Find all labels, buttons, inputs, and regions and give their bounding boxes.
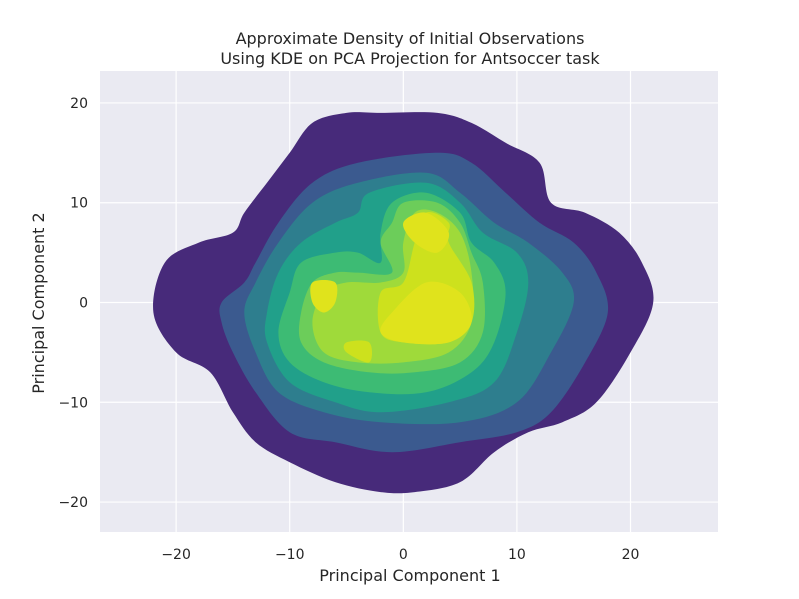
x-tick-label-1: −10 — [275, 547, 305, 563]
y-tick-label-3: 10 — [70, 196, 88, 212]
y-tick-label-0: −20 — [58, 495, 88, 511]
density-level-8-region-11 — [343, 340, 373, 363]
x-axis-label: Principal Component 1 — [319, 566, 500, 585]
density-contours — [153, 112, 654, 494]
y-tick-label-2: 0 — [79, 295, 88, 311]
y-tick-label-4: 20 — [70, 96, 88, 112]
density-level-9-region-8 — [403, 212, 450, 253]
chart-title-line-2: Using KDE on PCA Projection for Antsocce… — [220, 49, 600, 68]
x-tick-label-3: 10 — [508, 547, 526, 563]
density-level-9-region-10 — [310, 280, 338, 313]
x-tick-label-0: −20 — [161, 547, 191, 563]
y-axis-ticks: −20 −10 0 10 20 — [58, 96, 88, 511]
density-level-9-region-9 — [380, 281, 472, 345]
x-tick-label-4: 20 — [622, 547, 640, 563]
x-axis-ticks: −20 −10 0 10 20 — [161, 547, 639, 563]
y-tick-label-1: −10 — [58, 395, 88, 411]
chart-title-line-1: Approximate Density of Initial Observati… — [236, 29, 585, 48]
x-tick-label-2: 0 — [399, 547, 408, 563]
y-axis-label: Principal Component 2 — [29, 212, 48, 393]
